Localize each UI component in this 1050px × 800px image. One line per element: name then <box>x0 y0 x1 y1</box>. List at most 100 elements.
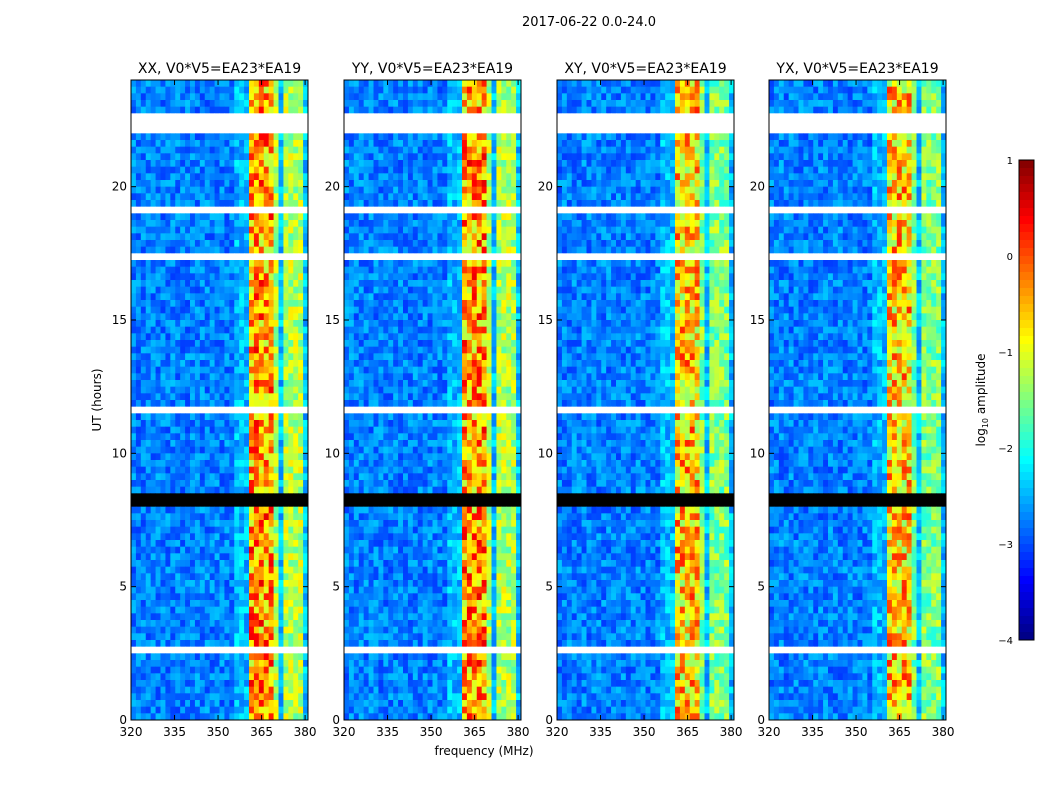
heatmap-cell <box>194 433 201 441</box>
heatmap-cell <box>278 200 284 208</box>
heatmap-cell <box>140 186 147 194</box>
heatmap-cell <box>288 273 294 281</box>
heatmap-cell <box>185 686 191 694</box>
heatmap-cell <box>214 313 220 321</box>
heatmap-cell <box>253 613 260 621</box>
heatmap-cell <box>373 320 379 328</box>
heatmap-cell <box>407 193 414 201</box>
heatmap-cell <box>194 400 201 408</box>
heatmap-cell <box>432 233 438 241</box>
heatmap-cell <box>224 326 230 334</box>
heatmap-cell <box>427 133 433 141</box>
heatmap-cell <box>155 80 161 88</box>
heatmap-cell <box>412 180 419 188</box>
heatmap-cell <box>209 453 215 461</box>
heatmap-cell <box>298 666 304 674</box>
heatmap-cell <box>486 133 492 141</box>
heatmap-cell <box>135 146 142 154</box>
heatmap-cell <box>358 300 365 308</box>
heatmap-cell <box>229 133 235 141</box>
heatmap-cell <box>293 586 299 594</box>
heatmap-cell <box>234 106 240 114</box>
heatmap-cell <box>278 120 284 128</box>
heatmap-cell <box>288 700 294 708</box>
heatmap-cell <box>155 253 161 261</box>
heatmap-cell <box>417 266 424 274</box>
heatmap-cell <box>131 713 137 721</box>
heatmap-cell <box>293 693 299 701</box>
heatmap-cell <box>229 240 235 248</box>
heatmap-cell <box>283 466 289 474</box>
heatmap-cell <box>131 246 137 254</box>
heatmap-cell <box>278 100 284 108</box>
heatmap-cell <box>214 80 220 88</box>
heatmap-cell <box>194 173 201 181</box>
heatmap-cell <box>180 166 186 174</box>
heatmap-cell <box>249 700 255 708</box>
heatmap-cell <box>407 293 414 301</box>
heatmap-cell <box>393 220 399 228</box>
heatmap-cell <box>165 520 171 528</box>
heatmap-cell <box>214 646 220 654</box>
heatmap-cell <box>244 620 250 628</box>
heatmap-cell <box>457 300 463 308</box>
heatmap-cell <box>268 700 274 708</box>
heatmap-cell <box>229 193 235 201</box>
figure-suptitle: 2017-06-22 0.0-24.0 <box>522 15 656 30</box>
heatmap-cell <box>288 333 294 341</box>
heatmap-cell <box>204 220 211 228</box>
heatmap-cell <box>214 273 220 281</box>
heatmap-cell <box>288 526 294 534</box>
heatmap-cell <box>442 140 448 148</box>
heatmap-cell <box>368 213 374 221</box>
heatmap-cell <box>140 553 147 561</box>
heatmap-cell <box>412 113 419 121</box>
heatmap-cell <box>258 480 265 488</box>
heatmap-cell <box>516 133 522 141</box>
heatmap-cell <box>258 366 265 374</box>
heatmap-cell <box>437 120 443 128</box>
heatmap-cell <box>273 606 279 614</box>
heatmap-cell <box>229 226 235 234</box>
heatmap-cell <box>496 133 502 141</box>
heatmap-cell <box>244 186 250 194</box>
heatmap-cell <box>249 313 255 321</box>
heatmap-cell <box>175 353 181 361</box>
heatmap-cell <box>229 366 235 374</box>
heatmap-cell <box>373 193 379 201</box>
heatmap-cell <box>190 226 196 234</box>
heatmap-cell <box>486 153 492 161</box>
heatmap-cell <box>268 113 274 121</box>
heatmap-cell <box>273 366 279 374</box>
heatmap-cell <box>155 220 161 228</box>
heatmap-cell <box>131 466 137 474</box>
heatmap-cell <box>447 320 453 328</box>
heatmap-cell <box>185 233 191 241</box>
heatmap-cell <box>209 426 215 434</box>
heatmap-cell <box>298 653 304 661</box>
heatmap-cell <box>496 220 502 228</box>
heatmap-cell <box>165 460 171 468</box>
heatmap-cell <box>398 346 404 354</box>
heatmap-cell <box>214 713 220 721</box>
heatmap-cell <box>234 433 240 441</box>
heatmap-cell <box>388 200 394 208</box>
heatmap-cell <box>263 593 270 601</box>
heatmap-cell <box>160 420 166 428</box>
heatmap-cell <box>140 500 147 508</box>
heatmap-cell <box>160 713 166 721</box>
heatmap-cell <box>363 173 369 181</box>
heatmap-cell <box>150 233 156 241</box>
heatmap-cell <box>194 306 201 314</box>
heatmap-cell <box>170 80 176 88</box>
heatmap-cell <box>432 346 438 354</box>
heatmap-cell <box>194 300 201 308</box>
heatmap-cell <box>506 280 512 288</box>
heatmap-cell <box>175 506 181 514</box>
heatmap-cell <box>170 380 176 388</box>
heatmap-cell <box>388 306 394 314</box>
heatmap-cell <box>253 513 260 521</box>
heatmap-cell <box>358 240 365 248</box>
heatmap-cell <box>462 180 468 188</box>
